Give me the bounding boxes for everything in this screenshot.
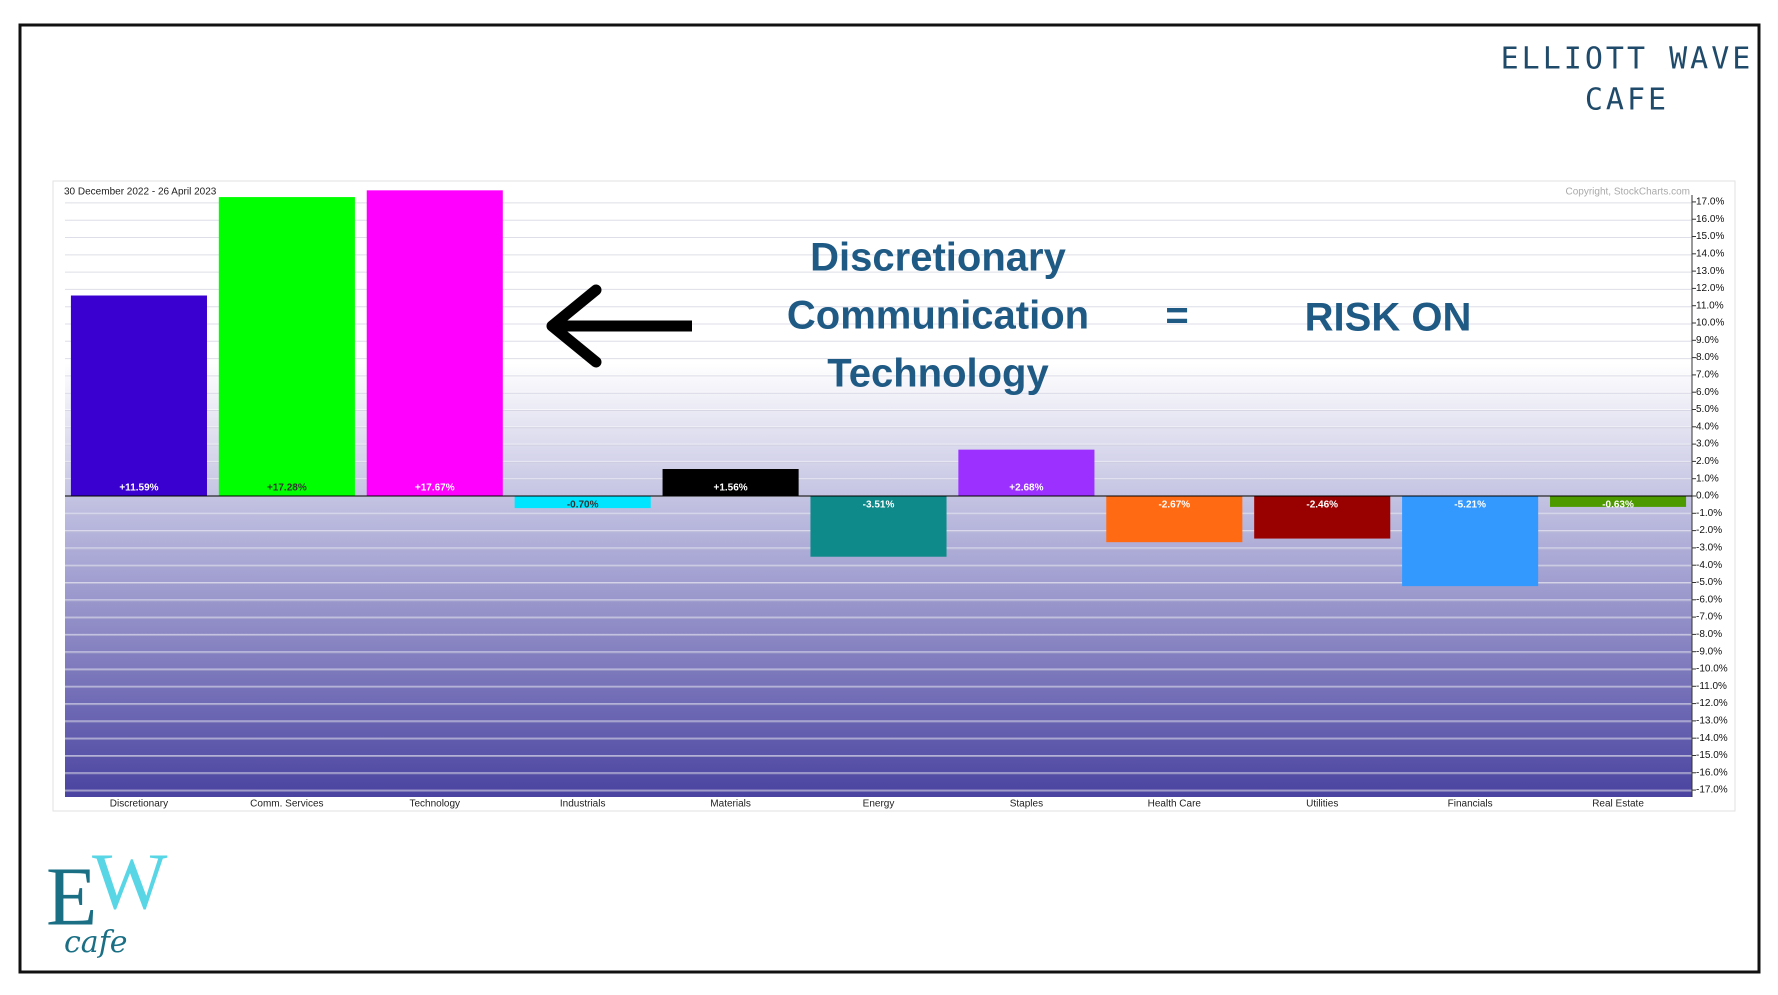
- value-label: +2.68%: [1009, 483, 1043, 494]
- annotation: =: [1165, 294, 1188, 338]
- brand-line: ELLIOTT WAVE: [1501, 42, 1754, 77]
- y-tick-label: -7.0%: [1696, 612, 1722, 623]
- annotation: Communication: [787, 294, 1089, 338]
- x-tick-label: Industrials: [560, 799, 606, 810]
- x-tick-label: Health Care: [1148, 799, 1202, 810]
- bar: [366, 190, 503, 496]
- y-tick-label: -11.0%: [1696, 681, 1727, 692]
- value-label: -5.21%: [1454, 500, 1486, 511]
- value-label: -0.63%: [1602, 500, 1634, 511]
- value-label: -2.67%: [1158, 500, 1190, 511]
- value-label: +1.56%: [713, 483, 747, 494]
- y-tick-label: -8.0%: [1696, 629, 1722, 640]
- y-tick-label: -1.0%: [1696, 508, 1722, 519]
- y-tick-label: -16.0%: [1696, 767, 1728, 778]
- brand-line: CAFE: [1585, 83, 1669, 118]
- y-tick-label: 9.0%: [1696, 335, 1719, 346]
- bar: [810, 496, 947, 557]
- y-tick-label: -14.0%: [1696, 733, 1728, 744]
- arrow: [546, 284, 692, 368]
- y-tick-label: -13.0%: [1696, 716, 1728, 727]
- bar: [70, 295, 207, 496]
- x-tick-label: Financials: [1448, 799, 1493, 810]
- chart-subtitle: 30 December 2022 - 26 April 2023: [64, 187, 217, 198]
- x-tick-label: Real Estate: [1592, 799, 1644, 810]
- bar: [218, 197, 355, 496]
- y-tick-label: 3.0%: [1696, 439, 1719, 450]
- logo-script: cafe: [64, 925, 128, 960]
- y-tick-label: 17.0%: [1696, 197, 1724, 208]
- copyright: Copyright, StockCharts.com: [1566, 187, 1691, 198]
- annotation: Discretionary: [810, 236, 1066, 280]
- y-tick-label: -3.0%: [1696, 543, 1722, 554]
- bar: [1550, 496, 1687, 507]
- y-tick-label: 16.0%: [1696, 214, 1724, 225]
- x-tick-label: Utilities: [1306, 799, 1338, 810]
- x-tick-label: Materials: [710, 799, 751, 810]
- y-tick-label: 5.0%: [1696, 404, 1719, 415]
- y-tick-label: -5.0%: [1696, 577, 1722, 588]
- y-tick-label: -4.0%: [1696, 560, 1722, 571]
- y-tick-label: -15.0%: [1696, 750, 1728, 761]
- y-tick-label: 6.0%: [1696, 387, 1719, 398]
- y-tick-label: 0.0%: [1696, 491, 1719, 502]
- y-tick-label: 11.0%: [1696, 300, 1724, 311]
- bar: [1402, 496, 1539, 587]
- x-tick-label: Discretionary: [110, 799, 168, 810]
- bar: [1254, 496, 1391, 539]
- y-tick-label: 8.0%: [1696, 352, 1719, 363]
- chart: 17.0% 16.0% 15.0% 14.0% 13.0% 12.0% 11.0% 10.0%…: [65, 190, 1728, 810]
- logo-letter: E: [46, 850, 97, 943]
- value-label: -2.46%: [1306, 500, 1338, 511]
- x-tick-label: Energy: [863, 799, 895, 810]
- x-tick-label: Comm. Services: [250, 799, 323, 810]
- x-tick-label: Technology: [409, 799, 460, 810]
- y-tick-label: -10.0%: [1696, 664, 1728, 675]
- annotation: RISK ON: [1305, 296, 1472, 340]
- bar: [514, 496, 651, 509]
- y-tick-label: -2.0%: [1696, 525, 1722, 536]
- y-tick-label: 12.0%: [1696, 283, 1724, 294]
- y-tick-label: -12.0%: [1696, 698, 1728, 709]
- value-label: +11.59%: [119, 483, 158, 494]
- y-tick-label: 15.0%: [1696, 231, 1724, 242]
- annotation: Technology: [827, 352, 1049, 396]
- logo-letter: W: [92, 838, 168, 926]
- bar: [958, 449, 1095, 496]
- value-label: +17.67%: [415, 483, 455, 494]
- y-tick-label: -9.0%: [1696, 646, 1722, 657]
- value-label: -0.70%: [567, 500, 599, 511]
- y-tick-label: 14.0%: [1696, 248, 1724, 259]
- y-tick-label: -17.0%: [1696, 785, 1728, 796]
- bar: [1106, 496, 1243, 543]
- y-tick-label: 10.0%: [1696, 318, 1724, 329]
- x-tick-label: Staples: [1010, 799, 1043, 810]
- value-label: +17.28%: [267, 483, 307, 494]
- bar: [662, 469, 799, 496]
- y-tick-label: 7.0%: [1696, 370, 1719, 381]
- y-tick-label: -6.0%: [1696, 594, 1722, 605]
- y-tick-label: 4.0%: [1696, 421, 1719, 432]
- y-tick-label: 13.0%: [1696, 266, 1724, 277]
- y-tick-label: 1.0%: [1696, 473, 1719, 484]
- value-label: -3.51%: [863, 500, 895, 511]
- y-tick-label: 2.0%: [1696, 456, 1719, 467]
